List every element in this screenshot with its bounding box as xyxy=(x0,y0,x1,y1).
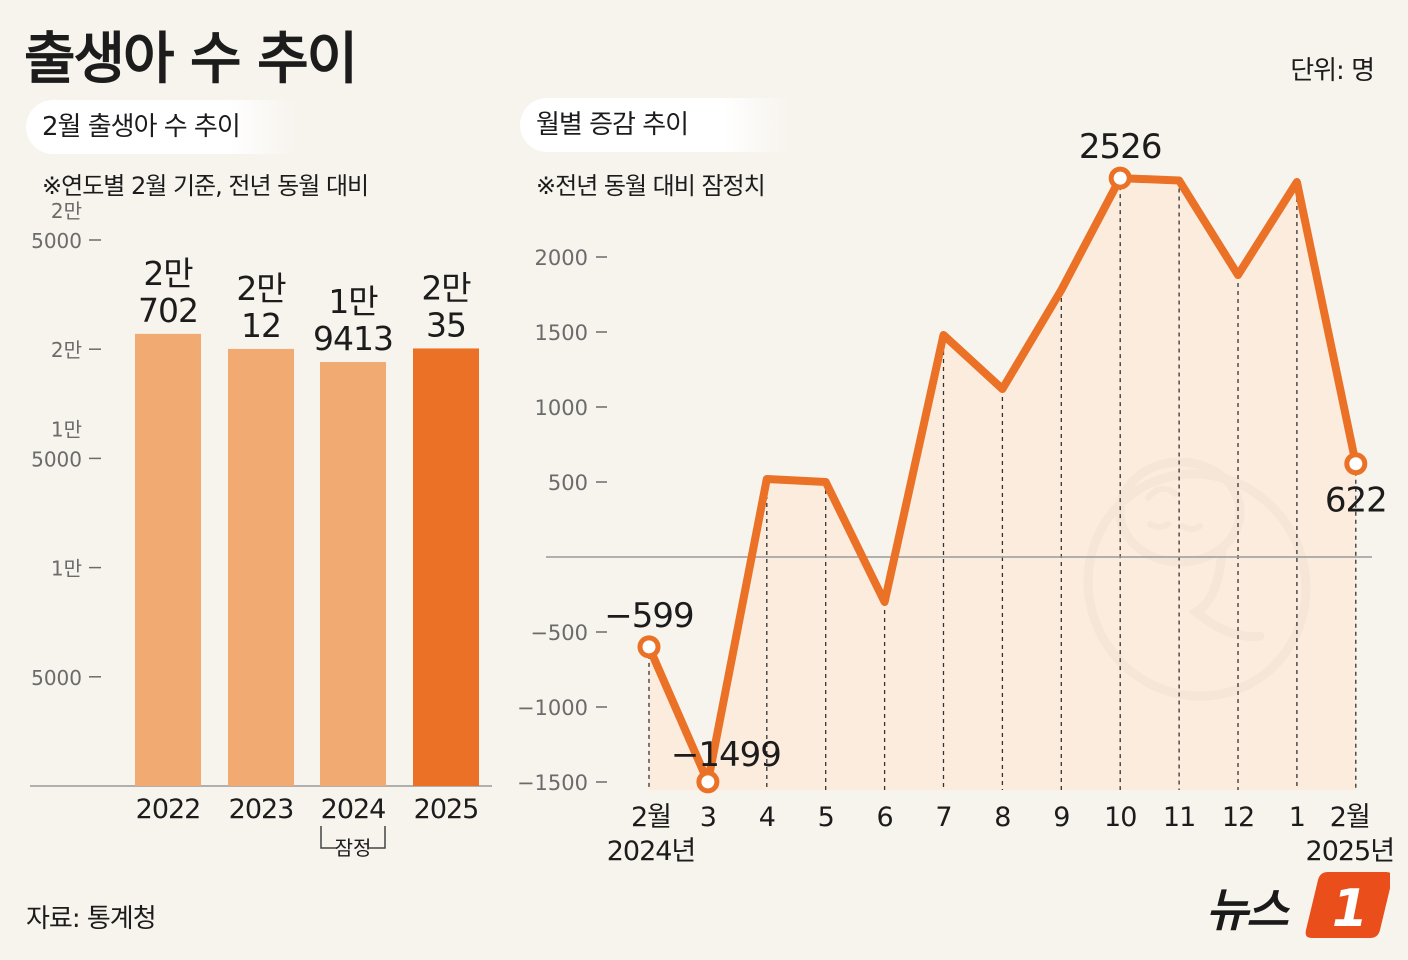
bar-value-label: 2만 35 xyxy=(421,268,471,344)
svg-text:1: 1 xyxy=(1332,879,1368,939)
data-point-label: −1499 xyxy=(671,735,781,775)
bar-y-tick-label: 1만 5000 xyxy=(31,417,82,471)
line-x-category-label: 1 xyxy=(1289,802,1305,833)
bar xyxy=(413,348,479,786)
bar-value-label: 2만 702 xyxy=(138,254,198,330)
data-point-label: 2526 xyxy=(1079,127,1162,167)
line-area xyxy=(649,178,1356,791)
line-x-category-label: 2월 2024년 xyxy=(607,802,696,867)
line-y-tick-label: 500 xyxy=(548,471,588,495)
line-x-category-label: 3 xyxy=(700,802,716,833)
data-point-marker xyxy=(637,635,661,659)
bar xyxy=(320,362,386,786)
line-y-tick-label: −500 xyxy=(530,621,588,645)
data-point-marker xyxy=(696,770,720,794)
data-point-label: −599 xyxy=(604,596,693,636)
line-y-tick-label: 2000 xyxy=(535,246,588,270)
line-chart-note: ※전년 동월 대비 잠정치 xyxy=(536,172,766,200)
line-chart-subtitle: 월별 증감 추이 xyxy=(520,98,792,152)
series-line xyxy=(645,174,1360,786)
line-y-tick-label: 1500 xyxy=(535,321,588,345)
line-x-category-label: 4 xyxy=(759,802,775,833)
data-point-marker xyxy=(1108,166,1132,190)
page-title: 출생아 수 추이 xyxy=(24,27,358,92)
bar-chart: 5000 1만 1만 5000 2만 2만 5000 2만 702 2022 2만 12 2023 1만 9… xyxy=(30,199,492,860)
line-x-category-label: 2월 2025년 xyxy=(1306,802,1395,867)
bar xyxy=(135,333,201,786)
bar xyxy=(228,348,294,786)
bar-y-tick-label: 2만 xyxy=(51,338,82,362)
data-point-marker xyxy=(1344,452,1368,476)
bar-chart-note: ※연도별 2월 기준, 전년 동월 대비 xyxy=(42,172,369,200)
provisional-bracket xyxy=(320,826,386,849)
line-chart: −1500 −1000 −500 500 1000 1500 2000 −599 −1499 25… xyxy=(517,127,1395,867)
bar-value-label: 2만 12 xyxy=(236,269,286,345)
line-y-tick-label: −1000 xyxy=(517,696,588,720)
bar-y-tick-label: 1만 xyxy=(51,557,82,581)
bar-category-label: 2025 xyxy=(414,794,479,825)
source-credit: 자료: 통계청 xyxy=(26,904,157,934)
bar-y-tick-label: 5000 xyxy=(31,666,82,690)
bar-category-label: 2023 xyxy=(229,794,294,825)
line-x-category-label: 8 xyxy=(994,802,1010,833)
bar-y-tick-label: 2만 5000 xyxy=(31,199,82,253)
unit-label: 단위: 명 xyxy=(1290,56,1375,86)
svg-text:뉴스: 뉴스 xyxy=(1206,883,1290,937)
line-y-tick-label: 1000 xyxy=(535,396,588,420)
line-x-category-label: 12 xyxy=(1222,802,1254,833)
line-x-category-label: 11 xyxy=(1163,802,1195,833)
line-y-tick-label: −1500 xyxy=(517,771,588,795)
bar-chart-subtitle: 2월 출생아 수 추이 xyxy=(26,100,298,154)
line-x-category-label: 10 xyxy=(1104,802,1136,833)
bar-category-label: 2022 xyxy=(136,794,201,825)
news1-logo: 뉴스 1 xyxy=(1206,872,1390,939)
data-point-label: 622 xyxy=(1325,481,1387,521)
line-x-category-label: 5 xyxy=(818,802,834,833)
bar-value-label: 1만 9413 xyxy=(313,282,393,358)
bar-category-label: 2024 xyxy=(321,794,386,825)
line-x-category-label: 7 xyxy=(935,802,951,833)
line-x-category-label: 9 xyxy=(1053,802,1069,833)
provisional-label: 잠정 xyxy=(335,836,372,860)
line-x-category-label: 6 xyxy=(877,802,893,833)
